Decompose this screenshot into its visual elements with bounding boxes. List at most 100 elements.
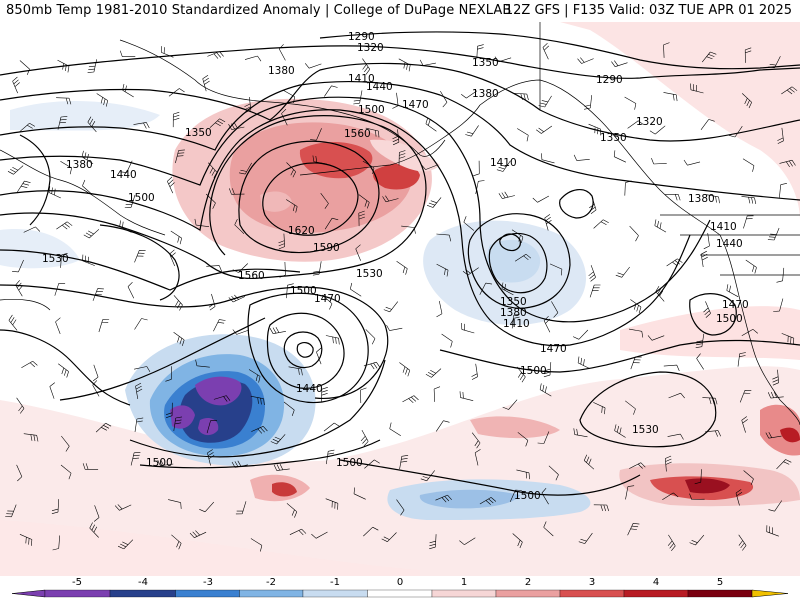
wind-barb <box>741 416 748 433</box>
wind-barb <box>311 531 328 539</box>
wind-barb <box>517 432 529 447</box>
contour-label: 1380 <box>500 307 527 319</box>
contour-label: 1350 <box>500 296 527 308</box>
wind-barb <box>402 395 419 404</box>
wind-barb <box>776 459 792 470</box>
wind-barb <box>92 288 104 301</box>
wind-barb <box>613 150 627 163</box>
wind-barb <box>441 333 453 348</box>
wind-barb <box>768 500 783 512</box>
wind-barb <box>21 360 38 369</box>
wind-barb <box>19 534 33 546</box>
wind-barb <box>476 44 484 60</box>
wind-barb <box>538 95 552 108</box>
wind-barb <box>213 319 226 332</box>
wind-barb <box>168 88 185 97</box>
wind-barb <box>169 249 176 267</box>
wind-barb <box>93 505 100 522</box>
wind-barb <box>135 382 143 399</box>
wind-barb <box>683 159 701 166</box>
wind-barb <box>362 160 375 175</box>
wind-barb <box>171 534 182 550</box>
wind-barb <box>667 433 684 440</box>
wind-barb <box>273 463 290 471</box>
wind-barb <box>768 56 781 69</box>
wind-barb <box>690 83 704 94</box>
wind-barb <box>289 528 307 536</box>
wind-barb <box>173 332 185 346</box>
wind-barb <box>283 90 295 103</box>
wind-barb <box>286 199 298 213</box>
wind-barb <box>593 504 609 512</box>
anomaly-patch <box>370 139 440 172</box>
colorbar-segment <box>687 589 753 598</box>
contour-line <box>99 224 180 301</box>
wind-barb <box>134 366 151 373</box>
contour-line <box>0 109 691 347</box>
wind-barb <box>399 455 409 470</box>
wind-barb <box>58 363 69 378</box>
wind-barb <box>474 449 481 466</box>
wind-barb <box>127 281 135 299</box>
wind-barb <box>471 432 481 449</box>
wind-barb <box>325 335 340 345</box>
wind-barb <box>365 127 380 138</box>
wind-barb <box>647 335 665 341</box>
map-panel[interactable]: 1290 1320 1350 1290 1320 1380 1410 1440 … <box>0 22 800 576</box>
wind-barb <box>304 63 322 69</box>
contour-line <box>266 312 345 389</box>
wind-barb <box>365 329 376 345</box>
wind-barb <box>250 395 265 406</box>
colorbar-segment <box>751 589 789 598</box>
contour-line <box>0 249 301 291</box>
wind-barb <box>426 197 442 208</box>
wind-barb <box>512 533 523 549</box>
contour-label: 1440 <box>716 238 743 250</box>
wind-barb <box>168 499 182 509</box>
wind-barb <box>229 188 245 195</box>
wind-barb <box>396 261 408 275</box>
contour-label: 1500 <box>128 192 155 204</box>
wind-barb <box>649 125 666 135</box>
wind-barb <box>288 366 303 376</box>
wind-barb <box>461 90 478 99</box>
wind-barb <box>60 161 72 175</box>
wind-barb <box>509 489 522 503</box>
colorbar: -5 -4 -3 -2 -1 0 1 2 3 4 5 <box>0 576 800 600</box>
wind-barb <box>502 399 518 410</box>
wind-barb <box>251 426 268 434</box>
anomaly-patch <box>560 22 800 220</box>
wind-barb <box>766 525 779 537</box>
anomaly-patch <box>760 404 800 456</box>
wind-barb <box>16 464 23 482</box>
wind-barb <box>435 420 450 432</box>
contour-label: 1470 <box>722 299 749 311</box>
contour-line <box>0 62 800 142</box>
wind-barb <box>433 386 441 402</box>
wind-barb <box>278 233 285 250</box>
wind-barb <box>577 356 590 369</box>
wind-barb <box>364 459 380 469</box>
header-bar: 850mb Temp 1981-2010 Standardized Anomal… <box>0 0 800 22</box>
wind-barb <box>735 489 743 506</box>
border <box>680 234 800 276</box>
wind-barb <box>516 469 530 480</box>
colorbar-segment <box>431 589 497 598</box>
wind-barb <box>629 225 639 242</box>
wind-barb <box>52 535 60 551</box>
wind-barb <box>228 294 246 303</box>
wind-barb <box>353 487 366 500</box>
wind-barb <box>60 464 72 480</box>
wind-barb <box>781 86 798 95</box>
wind-barb <box>501 282 514 296</box>
contour-line <box>339 459 641 496</box>
wind-barb <box>588 265 596 282</box>
contour-line <box>0 80 800 201</box>
wind-barb <box>383 301 399 313</box>
wind-barb <box>627 120 644 129</box>
colorbar-segment <box>302 589 368 598</box>
contour-label: 1350 <box>472 57 499 69</box>
contour-label: 1380 <box>472 88 499 100</box>
wind-barb <box>81 150 94 165</box>
wind-barb <box>232 329 250 335</box>
